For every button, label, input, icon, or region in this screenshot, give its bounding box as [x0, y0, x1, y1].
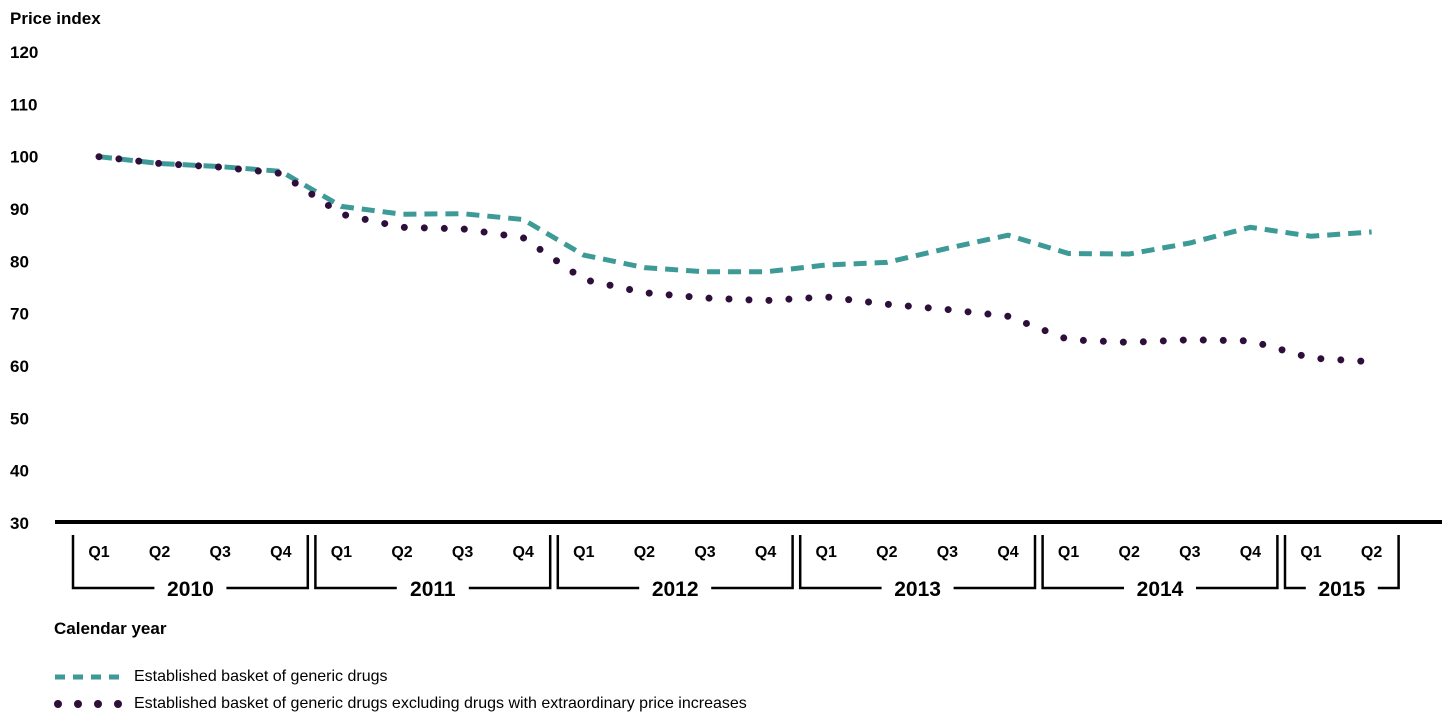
year-group-2010: Q1 Q2 Q3 Q4 2010 — [73, 535, 308, 601]
quarter-label: Q1 — [1058, 544, 1079, 561]
y-tick-label: 70 — [10, 305, 29, 324]
y-tick-label: 80 — [10, 252, 29, 271]
year-bracket-right — [226, 535, 307, 588]
series-line-generic-basket-excluding — [99, 157, 1372, 362]
quarter-label: Q4 — [1240, 544, 1261, 561]
quarter-label: Q1 — [331, 544, 352, 561]
y-tick-label: 100 — [10, 148, 38, 167]
year-bracket-left — [315, 535, 396, 588]
year-bracket-right — [1196, 535, 1277, 588]
quarter-label: Q4 — [755, 544, 776, 561]
quarter-label: Q2 — [634, 544, 655, 561]
year-bracket-left — [73, 535, 154, 588]
legend-item-dashed: Established basket of generic drugs — [52, 663, 747, 690]
quarter-label: Q1 — [816, 544, 837, 561]
quarter-label: Q4 — [997, 544, 1018, 561]
legend-swatch-dashed — [52, 670, 122, 684]
year-label: 2010 — [167, 578, 214, 601]
quarter-label: Q3 — [937, 544, 958, 561]
year-groups: Q1 Q2 Q3 Q4 2010 Q1 Q2 Q3 Q4 2011 Q1 Q2 Q3 Q4 2012 Q1 Q2… — [73, 535, 1399, 601]
y-tick-label: 90 — [10, 200, 29, 219]
year-bracket-left — [800, 535, 881, 588]
year-bracket-right — [711, 535, 792, 588]
y-tick-label: 60 — [10, 357, 29, 376]
series-layer — [99, 157, 1372, 362]
y-axis-tick-labels: 120 110 100 90 80 70 60 50 40 30 — [10, 43, 38, 533]
quarter-label: Q1 — [1300, 544, 1321, 561]
y-tick-label: 120 — [10, 43, 38, 62]
legend-label-dashed: Established basket of generic drugs — [134, 668, 387, 686]
y-tick-label: 30 — [10, 514, 29, 533]
year-bracket-right — [469, 535, 550, 588]
y-axis-title: Price index — [10, 9, 101, 29]
quarter-label: Q4 — [513, 544, 534, 561]
year-group-2013: Q1 Q2 Q3 Q4 2013 — [800, 535, 1035, 601]
series-line-generic-basket — [99, 157, 1372, 272]
y-tick-label: 50 — [10, 409, 29, 428]
quarter-label: Q2 — [391, 544, 412, 561]
year-label: 2011 — [410, 578, 456, 601]
year-label: 2015 — [1318, 578, 1365, 601]
quarter-label: Q1 — [573, 544, 594, 561]
quarter-label: Q3 — [452, 544, 473, 561]
year-bracket-left — [1285, 535, 1306, 588]
year-group-2012: Q1 Q2 Q3 Q4 2012 — [558, 535, 793, 601]
year-label: 2013 — [894, 578, 941, 601]
quarter-label: Q2 — [1119, 544, 1140, 561]
quarter-label: Q4 — [270, 544, 291, 561]
quarter-label: Q3 — [210, 544, 231, 561]
quarter-label: Q2 — [149, 544, 170, 561]
year-group-2011: Q1 Q2 Q3 Q4 2011 — [315, 535, 550, 601]
year-bracket-left — [1043, 535, 1124, 588]
year-group-2014: Q1 Q2 Q3 Q4 2014 — [1043, 535, 1278, 601]
year-label: 2014 — [1137, 578, 1184, 601]
quarter-label: Q2 — [876, 544, 897, 561]
y-tick-label: 40 — [10, 462, 29, 481]
quarter-label: Q3 — [1179, 544, 1200, 561]
year-bracket-right — [954, 535, 1035, 588]
year-group-2015: Q1 Q2 2015 — [1285, 535, 1399, 601]
legend-swatch-dotted — [52, 697, 122, 711]
legend: Established basket of generic drugs Esta… — [52, 663, 747, 717]
year-label: 2012 — [652, 578, 699, 601]
quarter-label: Q2 — [1361, 544, 1382, 561]
year-bracket-left — [558, 535, 639, 588]
quarter-label: Q1 — [88, 544, 109, 561]
legend-label-dotted: Established basket of generic drugs excl… — [134, 695, 747, 713]
x-axis-title: Calendar year — [54, 619, 166, 639]
quarter-label: Q3 — [694, 544, 715, 561]
year-bracket-right — [1378, 535, 1399, 588]
y-tick-label: 110 — [10, 95, 37, 114]
